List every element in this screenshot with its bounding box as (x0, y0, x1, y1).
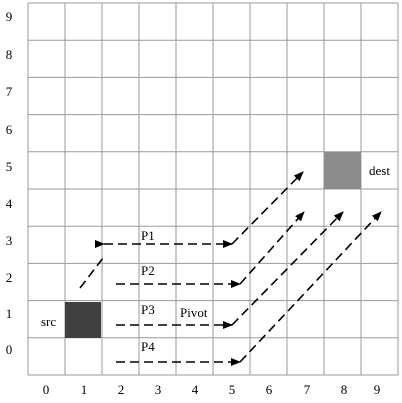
y-tick-label: 5 (6, 159, 13, 174)
dest-node (324, 152, 361, 189)
y-tick-label: 2 (6, 270, 13, 285)
src-node (65, 302, 101, 338)
x-tick-label: 7 (304, 382, 311, 397)
path-p1-lead-segment (79, 257, 104, 289)
x-tick-label: 6 (266, 382, 273, 397)
path-label-p1: P1 (141, 228, 155, 243)
paths (79, 171, 382, 366)
x-tick-label: 5 (229, 382, 236, 397)
path-p4-diagonal-arrow (239, 211, 382, 363)
y-tick-label: 4 (6, 196, 13, 211)
path-label-p2: P2 (141, 263, 155, 278)
y-tick-label: 6 (6, 122, 13, 137)
y-tick-label: 3 (6, 233, 13, 248)
y-tick-label: 1 (6, 306, 13, 321)
y-axis: 9 8 7 6 5 4 3 2 1 0 (6, 9, 13, 357)
pivot-label: Pivot (180, 305, 208, 320)
x-tick-label: 2 (118, 382, 125, 397)
path-label-p4: P4 (141, 339, 155, 354)
grid-lines (27, 2, 399, 376)
x-tick-label: 1 (81, 382, 88, 397)
y-tick-label: 9 (6, 9, 13, 24)
path-p3-diagonal-arrow (231, 211, 344, 326)
dest-label: dest (369, 163, 390, 178)
y-tick-label: 7 (6, 84, 13, 99)
path-p2-diagonal-arrow (239, 211, 305, 285)
path-p1-diagonal-arrow (231, 171, 304, 245)
x-tick-label: 8 (341, 382, 348, 397)
x-axis: 0 1 2 3 4 5 6 7 8 9 (43, 382, 381, 397)
y-tick-label: 0 (6, 342, 13, 357)
x-tick-label: 0 (43, 382, 50, 397)
path-label-p3: P3 (141, 302, 155, 317)
src-label: src (41, 314, 56, 329)
y-tick-label: 8 (6, 47, 13, 62)
x-tick-label: 3 (155, 382, 162, 397)
x-tick-label: 4 (192, 382, 199, 397)
x-tick-label: 9 (374, 382, 381, 397)
